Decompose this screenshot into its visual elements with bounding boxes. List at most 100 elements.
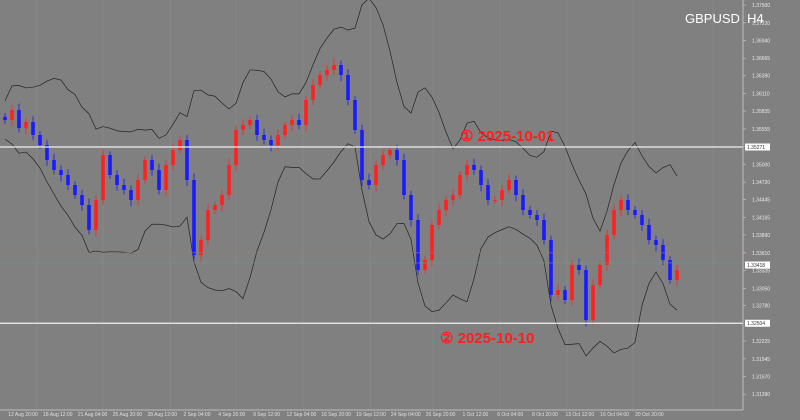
candle-bearish bbox=[346, 74, 350, 100]
price-tick-label: 1.34720 bbox=[752, 180, 770, 186]
candle-bearish bbox=[185, 140, 189, 180]
candle-bullish bbox=[458, 174, 462, 196]
candle-bearish bbox=[542, 220, 546, 240]
candle-bearish bbox=[255, 120, 259, 135]
price-tick-label: 1.34165 bbox=[752, 215, 770, 221]
price-tick-label: 1.37500 bbox=[752, 3, 770, 9]
candle-bullish bbox=[101, 155, 105, 200]
candle-bearish bbox=[129, 190, 133, 200]
time-tick-label: 12 Sep 04:00 bbox=[287, 412, 317, 418]
candle-bullish bbox=[136, 180, 140, 200]
candle-bullish bbox=[605, 234, 609, 265]
candle-bearish bbox=[584, 270, 588, 320]
candle-bearish bbox=[80, 195, 84, 206]
candle-bullish bbox=[164, 164, 168, 190]
price-tick-label: 1.36665 bbox=[752, 56, 770, 62]
price-tick-label: 1.33050 bbox=[752, 286, 770, 292]
horizontal-line-price-label: 1.35271 bbox=[747, 145, 765, 151]
candle-bearish bbox=[528, 210, 532, 215]
price-label-box bbox=[745, 143, 770, 151]
time-tick-label: 19 Sep 12:00 bbox=[356, 412, 386, 418]
candle-bullish bbox=[199, 240, 203, 255]
candle-bullish bbox=[171, 150, 175, 165]
candle-bullish bbox=[178, 140, 182, 150]
candle-bullish bbox=[598, 264, 602, 285]
time-tick-label: 25 Aug 20:00 bbox=[113, 412, 143, 418]
time-tick-label: 16 Oct 04:00 bbox=[600, 412, 629, 418]
candle-bearish bbox=[115, 174, 119, 186]
candle-bullish bbox=[500, 190, 504, 200]
candle-bullish bbox=[381, 155, 385, 165]
time-tick-label: 12 Aug 20:00 bbox=[8, 412, 38, 418]
candle-bullish bbox=[465, 164, 469, 175]
candle-bullish bbox=[444, 200, 448, 210]
candle-bullish bbox=[332, 64, 336, 70]
candle-bearish bbox=[633, 210, 637, 215]
annotation-2025-10-10: ② 2025-10-10 bbox=[440, 330, 534, 347]
candle-bearish bbox=[192, 180, 196, 255]
time-tick-label: 26 Sep 20:00 bbox=[426, 412, 456, 418]
grid bbox=[36, 0, 714, 410]
candle-bearish bbox=[59, 170, 63, 175]
price-tick-label: 1.32780 bbox=[752, 304, 770, 310]
candle-bearish bbox=[668, 260, 672, 280]
candle-bearish bbox=[472, 164, 476, 170]
candle-bearish bbox=[409, 195, 413, 220]
candle-bullish bbox=[311, 85, 315, 100]
candle-bearish bbox=[297, 120, 301, 125]
price-tick-label: 1.31670 bbox=[752, 374, 770, 380]
candle-bearish bbox=[269, 140, 273, 146]
candle-bearish bbox=[416, 220, 420, 270]
candle-bearish bbox=[38, 134, 42, 146]
price-tick-label: 1.31390 bbox=[752, 392, 770, 398]
candle-bearish bbox=[157, 170, 161, 190]
candle-bullish bbox=[556, 290, 560, 295]
candle-bullish bbox=[388, 150, 392, 156]
candle-bullish bbox=[206, 210, 210, 240]
candle-bearish bbox=[402, 160, 406, 196]
time-tick-label: 8 Oct 20:00 bbox=[532, 412, 558, 418]
candle-bearish bbox=[395, 150, 399, 160]
price-tick-label: 1.33335 bbox=[752, 268, 770, 274]
candle-bullish bbox=[437, 210, 441, 225]
candle-bullish bbox=[451, 195, 455, 200]
current-price-label: 1.33418 bbox=[747, 263, 765, 269]
candle-bullish bbox=[290, 120, 294, 125]
price-tick-label: 1.34445 bbox=[752, 198, 770, 204]
candle-bullish bbox=[318, 74, 322, 86]
time-tick-label: 16 Sep 20:00 bbox=[321, 412, 351, 418]
candle-bullish bbox=[675, 270, 679, 280]
candle-bullish bbox=[430, 224, 434, 260]
candle-bullish bbox=[248, 120, 252, 125]
candle-bullish bbox=[213, 205, 217, 210]
time-tick-label: 28 Aug 12:00 bbox=[147, 412, 177, 418]
candle-bearish bbox=[549, 240, 553, 295]
horizontal-line-price-label: 1.32504 bbox=[747, 321, 765, 327]
candle-bullish bbox=[570, 264, 574, 300]
candle-bullish bbox=[612, 210, 616, 235]
candle-bullish bbox=[591, 284, 595, 320]
price-tick-label: 1.36110 bbox=[752, 92, 770, 98]
time-tick-label: 1 Oct 12:00 bbox=[462, 412, 488, 418]
candle-bearish bbox=[661, 244, 665, 260]
candle-bearish bbox=[150, 160, 154, 170]
time-tick-label: 6 Oct 04:00 bbox=[497, 412, 523, 418]
time-tick-label: 13 Oct 12:00 bbox=[565, 412, 594, 418]
candle-bullish bbox=[374, 164, 378, 186]
candle-bearish bbox=[31, 121, 35, 135]
price-tick-label: 1.35555 bbox=[752, 127, 770, 133]
candle-bullish bbox=[24, 121, 28, 129]
candle-bullish bbox=[220, 195, 224, 206]
price-tick-label: 1.35835 bbox=[752, 109, 770, 115]
candle-bearish bbox=[626, 200, 630, 210]
candle-bearish bbox=[108, 155, 112, 175]
candle-bullish bbox=[325, 70, 329, 75]
time-tick-label: 2 Sep 04:00 bbox=[184, 412, 211, 418]
candle-bearish bbox=[647, 224, 651, 240]
price-tick-label: 1.36940 bbox=[752, 39, 770, 45]
candle-bullish bbox=[283, 124, 287, 135]
candle-bullish bbox=[619, 200, 623, 210]
candle-bearish bbox=[486, 185, 490, 200]
